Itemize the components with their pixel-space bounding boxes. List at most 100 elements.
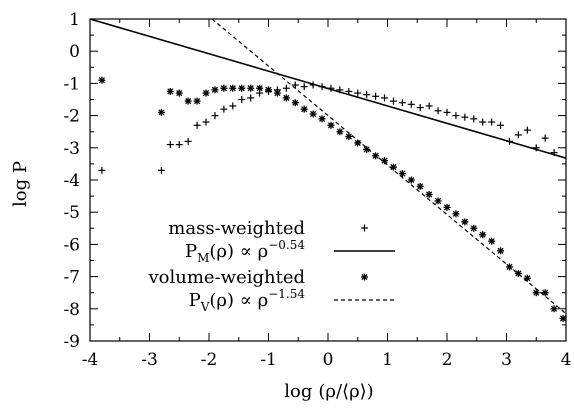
mass-weighted-point [425,102,433,110]
mass-weighted-point [452,112,460,120]
volume-weighted-point [479,231,487,239]
mass-weighted-point [220,105,228,113]
x-tick-label: 0 [323,350,334,370]
y-tick-label: -6 [63,235,80,255]
legend-label: PV(ρ) ∝ ρ−1.54 [189,287,306,314]
volume-weighted-point [514,269,522,277]
volume-weighted-point [345,133,353,141]
legend-entry-mass-weighted: mass-weighted [168,218,368,239]
mass-weighted-point [407,100,415,108]
volume-weighted-point [184,97,192,105]
mass-weighted-point [505,137,513,145]
volume-weighted-point [488,237,496,245]
volume-weighted-point [309,110,317,118]
mass-weighted-point [166,141,174,149]
mass-weighted-point [157,166,165,174]
volume-weighted-point [175,89,183,97]
mass-weighted-point [523,126,531,134]
x-tick-label: -4 [82,350,99,370]
y-tick-label: -5 [63,203,80,223]
mass-weighted-point [470,115,478,123]
mass-weighted-point [345,87,353,95]
x-tick-label: 2 [442,350,453,370]
volume-weighted-point [282,94,290,102]
mass-weighted-point [327,84,335,92]
plot-frame [89,18,567,342]
volume-weighted-point [300,105,308,113]
volume-weighted-point [470,224,478,232]
y-tick-label: -9 [63,332,80,352]
mass-weighted-point [372,92,380,100]
volume-weighted-point [434,197,442,205]
volume-weighted-point [336,128,344,136]
mass-weighted-point [443,108,451,116]
mass-weighted-point [389,97,397,105]
volume-weighted-point [166,87,174,95]
legend-star-marker [361,273,368,281]
volume-weighted-point [559,314,567,322]
y-tick-label: -4 [63,171,80,191]
volume-weighted-point [273,89,281,97]
x-axis-label: log (ρ/⟨ρ⟩) [284,381,373,402]
mass-weighted-point [282,84,290,92]
y-tick-label: 1 [69,10,80,30]
volume-weighted-point [211,86,219,94]
volume-weighted-point [354,139,362,147]
legend-label: volume-weighted [148,267,306,288]
mass-weighted-point [398,99,406,107]
mass-weighted-point [381,94,389,102]
mass-weighted-point [434,107,442,115]
volume-weighted-point [229,84,237,92]
legend-plus-marker [361,224,368,232]
volume-weighted-point [238,84,246,92]
volume-weighted-point [497,247,505,255]
mass-weighted-point [238,96,246,103]
mass-weighted-point [336,86,344,94]
y-tick-label: 0 [69,42,80,62]
legend-label: PM(ρ) ∝ ρ−0.54 [185,238,305,265]
volume-weighted-point [363,145,371,153]
mass-weighted-point [479,118,487,126]
volume-weighted-point [389,163,397,171]
legend-entry-mass-fit: PM(ρ) ∝ ρ−0.54 [185,238,395,265]
legend-label: mass-weighted [168,218,305,239]
volume-weighted-point [265,86,272,94]
mass-weighted-point [98,166,106,174]
volume-weighted-point [381,157,389,165]
mass-weighted-point [497,121,505,129]
x-tick-label: 3 [501,350,512,370]
mass-weighted-point [300,83,308,91]
mass-weighted-point [541,134,549,142]
x-tick-label: -3 [141,350,158,370]
y-tick-label: -7 [63,268,80,288]
volume-weighted-point [193,97,201,105]
mass-weighted-point [247,94,255,102]
x-tick-label: -2 [201,350,218,370]
mass-weighted-point [184,137,192,145]
volume-weighted-point [157,108,165,116]
x-tick-label: -1 [260,350,277,370]
x-tick-label: 4 [561,350,572,370]
volume-weighted-point [202,89,210,97]
mass-weighted-point [550,149,558,157]
x-tick-label: 1 [382,350,393,370]
mass-weighted-point [211,112,219,120]
volume-weighted-point [452,210,460,218]
plot-area [89,18,567,322]
mass-weighted-point [514,131,522,139]
y-tick-label: -3 [63,139,80,159]
legend-entry-volume-fit: PV(ρ) ∝ ρ−1.54 [189,287,395,314]
volume-weighted-point [398,170,406,178]
y-axis-label: log P [10,161,31,207]
mass-weighted-point [202,118,210,126]
volume-weighted-point [247,84,255,92]
mass-weighted-point [461,113,469,121]
volume-weighted-point [523,274,531,282]
volume-weighted-point [532,289,540,297]
mass-weighted-point [354,89,362,97]
mass-weighted-point [488,118,496,126]
mass-weighted-point [309,81,317,89]
y-tick-label: -2 [63,107,80,127]
y-tick-label: -8 [63,300,80,320]
